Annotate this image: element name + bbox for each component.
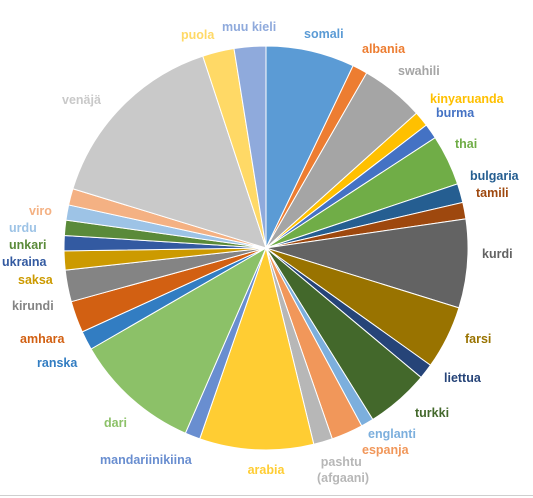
- slice-label-amhara: amhara: [20, 332, 66, 346]
- pie-slice-muu-kieli: [233, 45, 267, 249]
- slice-label-dari: dari: [104, 416, 127, 430]
- slice-label-ukraina: ukraina: [2, 255, 48, 269]
- slice-label-muu-kieli: muu kieli: [222, 20, 276, 34]
- slice-label-mandariinikiina: mandariinikiina: [100, 453, 193, 467]
- slice-label-ranska: ranska: [37, 356, 78, 370]
- slice-label-farsi: farsi: [465, 332, 491, 346]
- slice-label-turkki: turkki: [415, 406, 449, 420]
- slice-label-pashtu-line1: pashtu: [321, 455, 362, 469]
- slice-label-pashtu-line2: (afgaani): [317, 471, 369, 485]
- slice-label-swahili: swahili: [398, 64, 440, 78]
- slice-label-kurdi: kurdi: [482, 247, 513, 261]
- slice-label-thai: thai: [455, 137, 477, 151]
- slice-label-arabia: arabia: [248, 463, 286, 477]
- pie-slice-venaja: [72, 55, 267, 249]
- slice-label-viro: viro: [29, 204, 52, 218]
- pie-slice-dari: [90, 246, 268, 434]
- slice-labels: somali albania swahili kinyaruanda burma…: [2, 20, 520, 485]
- slice-label-liettua: liettua: [444, 371, 482, 385]
- pie-slice-arabia: [199, 246, 315, 451]
- slice-label-englanti: englanti: [368, 427, 416, 441]
- bottom-rule: [0, 495, 533, 496]
- slice-label-urdu: urdu: [9, 221, 37, 235]
- slice-label-saksa: saksa: [18, 273, 54, 287]
- slice-label-burma: burma: [436, 106, 475, 120]
- slice-label-somali: somali: [304, 27, 344, 41]
- slice-label-tamili: tamili: [476, 186, 509, 200]
- slice-label-espanja: espanja: [362, 443, 410, 457]
- slice-label-kinyaruanda: kinyaruanda: [430, 92, 505, 106]
- slice-label-unkari: unkari: [9, 238, 47, 252]
- slice-label-puola: puola: [181, 28, 215, 42]
- slice-label-albania: albania: [362, 42, 406, 56]
- slice-label-kirundi: kirundi: [12, 299, 54, 313]
- slice-label-bulgaria: bulgaria: [470, 169, 520, 183]
- slice-label-pashtu-afgaani: pashtu (afgaani): [317, 455, 369, 485]
- pie-slices: [63, 45, 469, 451]
- slice-label-venaja: venäjä: [62, 93, 101, 107]
